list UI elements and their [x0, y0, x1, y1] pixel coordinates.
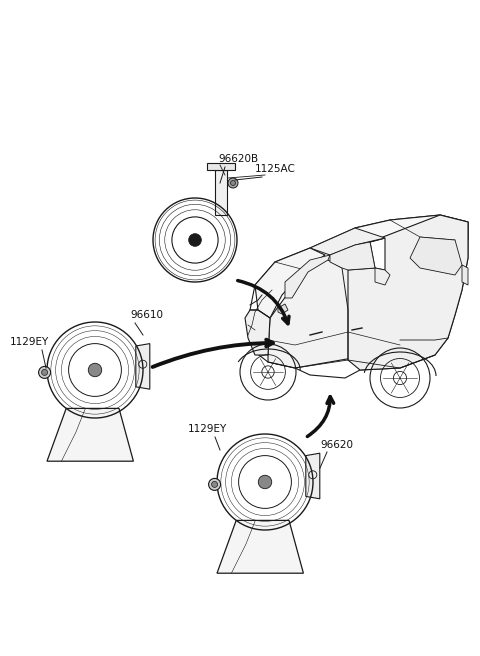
Text: 1129EY: 1129EY	[188, 424, 227, 434]
Polygon shape	[250, 215, 468, 378]
FancyArrowPatch shape	[238, 281, 289, 323]
Circle shape	[212, 482, 217, 487]
Polygon shape	[355, 215, 468, 245]
Polygon shape	[310, 228, 385, 255]
Circle shape	[88, 363, 102, 377]
Polygon shape	[330, 242, 375, 270]
Polygon shape	[278, 304, 288, 314]
Polygon shape	[462, 265, 468, 285]
Polygon shape	[285, 255, 330, 298]
Polygon shape	[410, 237, 462, 275]
Polygon shape	[375, 268, 390, 285]
Polygon shape	[255, 248, 325, 318]
Circle shape	[42, 369, 48, 375]
Text: 96620B: 96620B	[218, 154, 258, 164]
Polygon shape	[245, 310, 270, 355]
Circle shape	[230, 180, 236, 186]
Text: 1129EY: 1129EY	[10, 337, 49, 347]
Circle shape	[258, 476, 272, 489]
Circle shape	[189, 234, 201, 246]
Polygon shape	[215, 170, 227, 215]
Polygon shape	[136, 344, 150, 389]
FancyArrowPatch shape	[153, 340, 273, 367]
Text: 96620: 96620	[320, 440, 353, 450]
Polygon shape	[268, 242, 375, 368]
Polygon shape	[47, 409, 133, 461]
Text: 96610: 96610	[130, 310, 163, 320]
Circle shape	[38, 367, 50, 379]
Polygon shape	[348, 215, 468, 370]
Polygon shape	[207, 163, 235, 170]
Circle shape	[228, 178, 238, 188]
FancyArrowPatch shape	[307, 397, 334, 436]
Polygon shape	[217, 520, 303, 573]
Circle shape	[209, 478, 221, 491]
Text: 1125AC: 1125AC	[255, 164, 296, 174]
Polygon shape	[306, 453, 320, 499]
